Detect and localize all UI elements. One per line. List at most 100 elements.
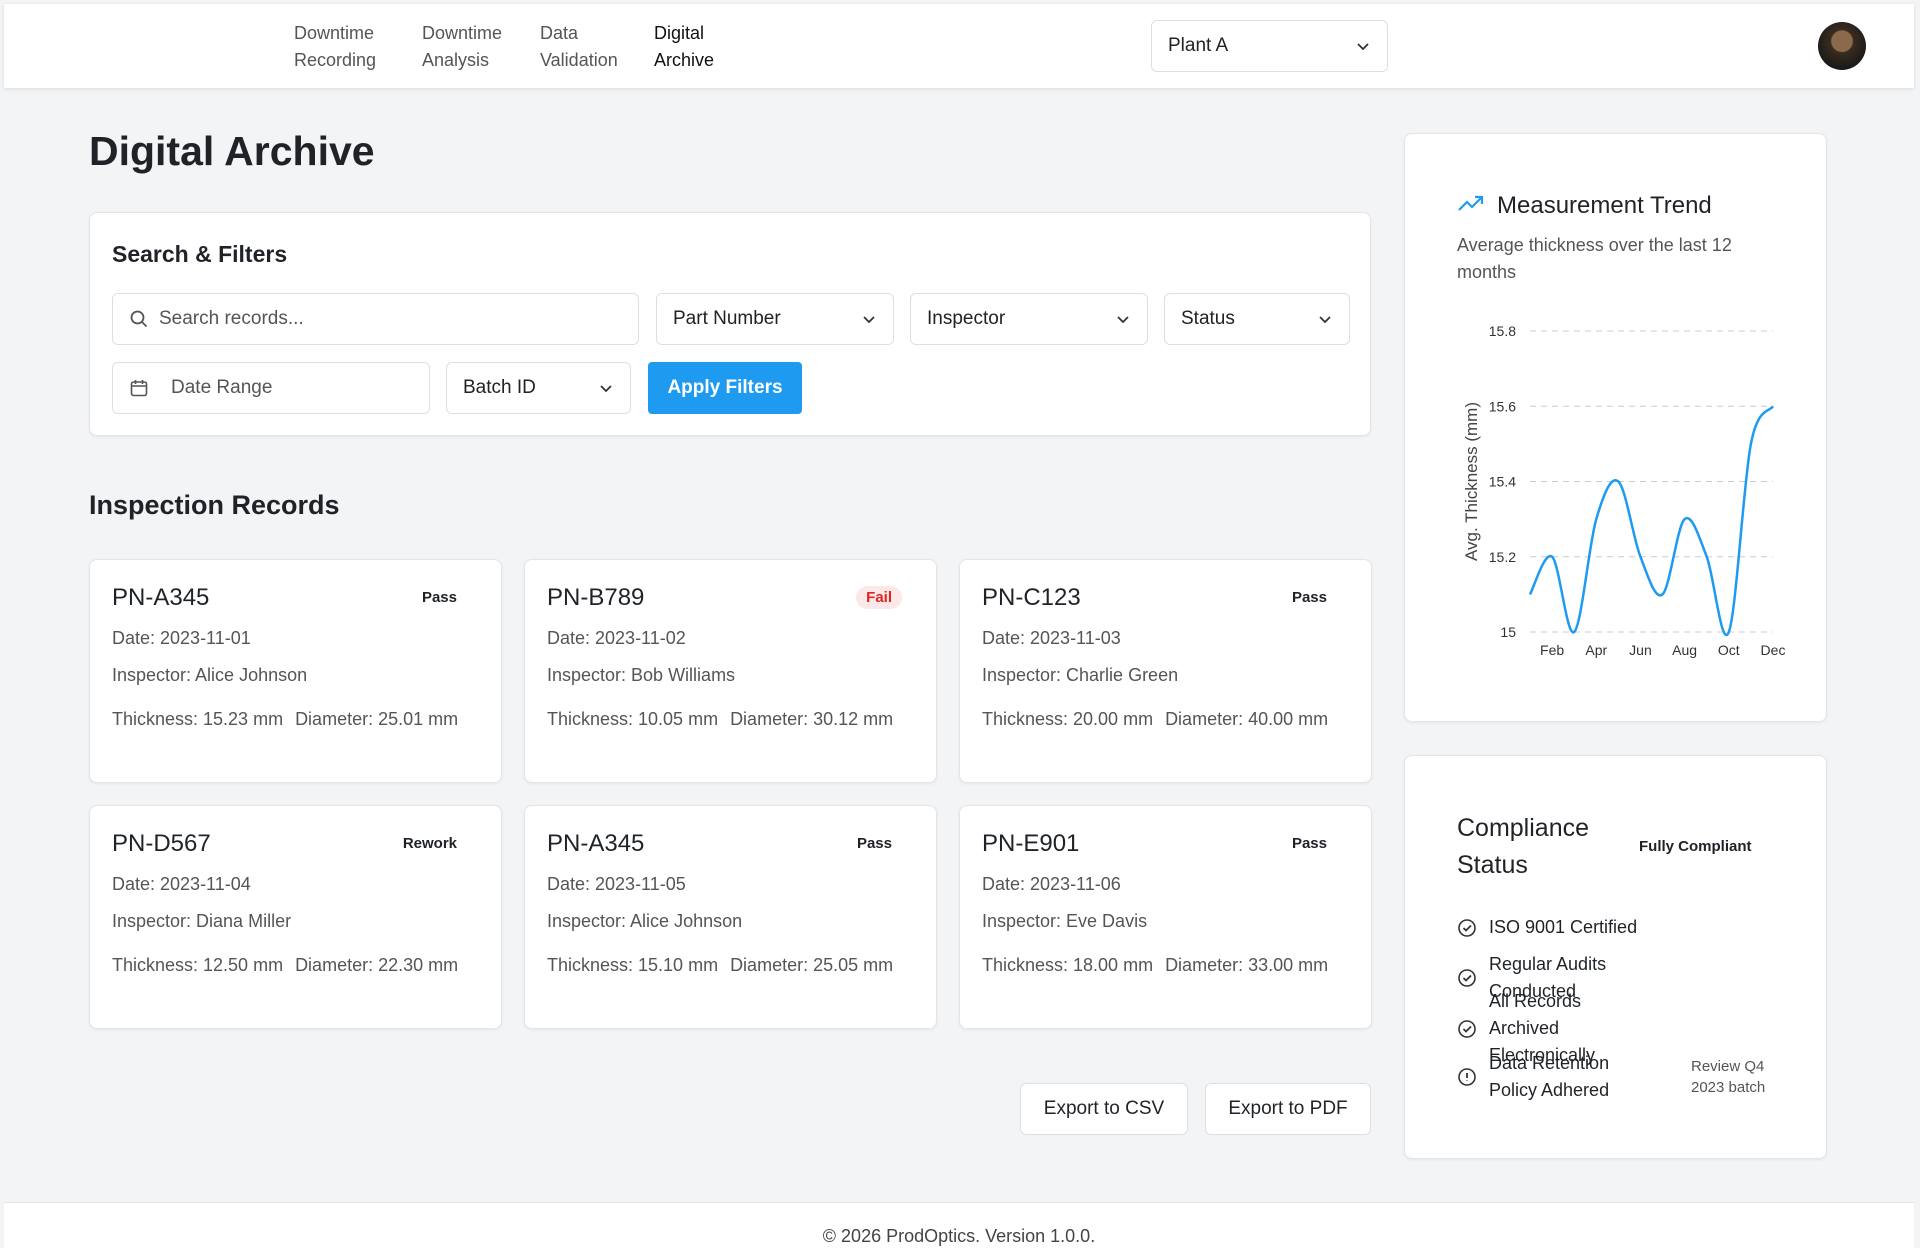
compliance-item: Regular Audits Conducted <box>1457 951 1639 1005</box>
chart-card: Measurement Trend Average thickness over… <box>1404 133 1827 722</box>
record-date: Date: 2023-11-06 <box>982 874 1121 894</box>
chevron <box>1319 316 1331 324</box>
compliance-item: ISO 9001 Certified <box>1457 914 1639 941</box>
status-badge: Fail <box>856 586 902 609</box>
footer: © 2026 ProdOptics. Version 1.0.0. <box>4 1202 1914 1248</box>
status-badge: Pass <box>421 589 457 606</box>
status-badge: Pass <box>856 835 892 852</box>
diameter: Diameter: 33.00 mm <box>1165 955 1329 975</box>
y-tick-label: 15.4 <box>1489 474 1516 490</box>
measurements: Thickness: 15.10 mm Diameter: 25.05 mm <box>547 952 914 979</box>
record-card[interactable]: PN-B789 Fail Date: 2023-11-02 Inspector: Bo… <box>524 559 937 783</box>
y-tick-label: 15.6 <box>1489 398 1516 414</box>
record-card[interactable]: PN-A345 Pass Date: 2023-11-05 Inspector: Al… <box>524 805 937 1029</box>
record-inspector: Inspector: Bob Williams <box>547 665 736 685</box>
date-range-input[interactable]: Date Range <box>112 362 430 414</box>
plant-value: Plant A <box>1168 35 1229 56</box>
chart-title: Measurement Trend <box>1497 192 1712 219</box>
select-label: Part Number <box>673 308 781 329</box>
batch-select[interactable]: Batch ID <box>446 362 631 414</box>
records-title: Inspection Records <box>89 490 340 520</box>
top-nav: Downtime Recording Downtime Analysis Dat… <box>4 4 1914 88</box>
chevron <box>1117 316 1129 324</box>
status-badge: Pass <box>1291 589 1327 606</box>
select-label: Inspector <box>927 308 1006 329</box>
diameter: Diameter: 30.12 mm <box>730 709 894 729</box>
x-tick-label: Apr <box>1585 642 1607 658</box>
nav-link-active[interactable]: Digital Archive <box>654 23 715 70</box>
part-number: PN-E901 <box>982 830 1080 857</box>
compliance-text: All Records Archived Electronically <box>1489 991 1596 1065</box>
status-badge: Rework <box>402 835 457 852</box>
record-card[interactable]: PN-A345 Pass Date: 2023-11-01 Inspector: Al… <box>89 559 502 783</box>
chevron <box>863 316 875 324</box>
compliance-item: Data Retention Policy Adhered Review Q4 2… <box>1457 1050 1791 1104</box>
record-inspector: Inspector: Alice Johnson <box>547 911 743 931</box>
date-range-label: Date Range <box>171 377 273 398</box>
diameter: Diameter: 25.05 mm <box>730 955 894 975</box>
status-badge: Pass <box>1291 835 1327 852</box>
compliance-text: ISO 9001 Certified <box>1489 917 1638 937</box>
record-date: Date: 2023-11-04 <box>112 874 251 894</box>
compliance-title: Compliance Status <box>1457 814 1590 879</box>
avatar[interactable] <box>1818 22 1866 70</box>
record-card[interactable]: PN-E901 Pass Date: 2023-11-06 Inspector: Ev… <box>959 805 1372 1029</box>
measurements: Thickness: 20.00 mm Diameter: 40.00 mm <box>982 706 1349 733</box>
filters-card: Search & Filters Search records... Part … <box>89 212 1371 436</box>
compliance-text: Regular Audits Conducted <box>1489 954 1607 1001</box>
compliance-text: Data Retention Policy Adhered <box>1489 1053 1610 1100</box>
chevron <box>1357 43 1369 51</box>
thickness: Thickness: 20.00 mm <box>982 709 1154 729</box>
export-csv-button[interactable]: Export to CSV <box>1020 1083 1188 1135</box>
thickness: Thickness: 15.10 mm <box>547 955 719 975</box>
thickness: Thickness: 15.23 mm <box>112 709 284 729</box>
record-inspector: Inspector: Eve Davis <box>982 911 1148 931</box>
nav-link[interactable]: Data Validation <box>540 23 618 70</box>
record-inspector: Inspector: Charlie Green <box>982 665 1179 685</box>
chart-subtitle: Average thickness over the last 12 month… <box>1457 235 1732 282</box>
measurements: Thickness: 12.50 mm Diameter: 22.30 mm <box>112 952 479 979</box>
part-number: PN-A345 <box>547 830 645 857</box>
y-axis-label: Avg. Thickness (mm) <box>1462 402 1481 561</box>
measurements: Thickness: 15.23 mm Diameter: 25.01 mm <box>112 706 479 733</box>
apply-filters-button[interactable]: Apply Filters <box>648 362 802 414</box>
x-tick-label: Dec <box>1761 642 1786 658</box>
measurements: Thickness: 10.05 mm Diameter: 30.12 mm <box>547 706 914 733</box>
thickness: Thickness: 18.00 mm <box>982 955 1154 975</box>
x-tick-label: Oct <box>1718 642 1740 658</box>
select-label: Batch ID <box>463 377 536 398</box>
part-number: PN-A345 <box>112 584 210 611</box>
x-tick-label: Feb <box>1540 642 1564 658</box>
line-chart: 15 15.2 15.4 15.6 15.8 Feb Apr Jun Aug Oct Dec Avg.… <box>1462 323 1786 658</box>
compliance-item: All Records Archived Electronically <box>1457 988 1639 1069</box>
record-card[interactable]: PN-D567 Rework Date: 2023-11-04 Inspector: … <box>89 805 502 1029</box>
compliance-badge: Fully Compliant <box>1639 838 1752 855</box>
y-tick-label: 15 <box>1500 624 1516 640</box>
search-icon <box>130 310 148 328</box>
record-inspector: Inspector: Alice Johnson <box>112 665 308 685</box>
part-number: PN-B789 <box>547 584 645 611</box>
trend-icon <box>1458 195 1484 211</box>
diameter: Diameter: 22.30 mm <box>295 955 459 975</box>
thickness: Thickness: 12.50 mm <box>112 955 284 975</box>
x-tick-label: Aug <box>1672 642 1697 658</box>
part-number-select[interactable]: Part Number <box>656 293 894 345</box>
search-placeholder: Search records... <box>159 308 304 329</box>
part-number: PN-D567 <box>112 830 211 857</box>
diameter: Diameter: 25.01 mm <box>295 709 459 729</box>
export-pdf-button[interactable]: Export to PDF <box>1205 1083 1371 1135</box>
record-card[interactable]: PN-C123 Pass Date: 2023-11-03 Inspector: Ch… <box>959 559 1372 783</box>
nav-link[interactable]: Downtime Analysis <box>422 23 503 70</box>
check-icon <box>1458 918 1476 937</box>
search-input[interactable]: Search records... <box>112 293 639 345</box>
compliance-note: Review Q4 2023 batch <box>1691 1058 1766 1096</box>
record-date: Date: 2023-11-05 <box>547 874 686 894</box>
page-title: Digital Archive <box>89 128 375 174</box>
plant-select[interactable]: Plant A <box>1151 20 1388 72</box>
inspector-select[interactable]: Inspector <box>910 293 1148 345</box>
thickness: Thickness: 10.05 mm <box>547 709 719 729</box>
nav-link[interactable]: Downtime Recording <box>294 23 377 70</box>
x-tick-label: Jun <box>1629 642 1652 658</box>
status-select[interactable]: Status <box>1164 293 1350 345</box>
